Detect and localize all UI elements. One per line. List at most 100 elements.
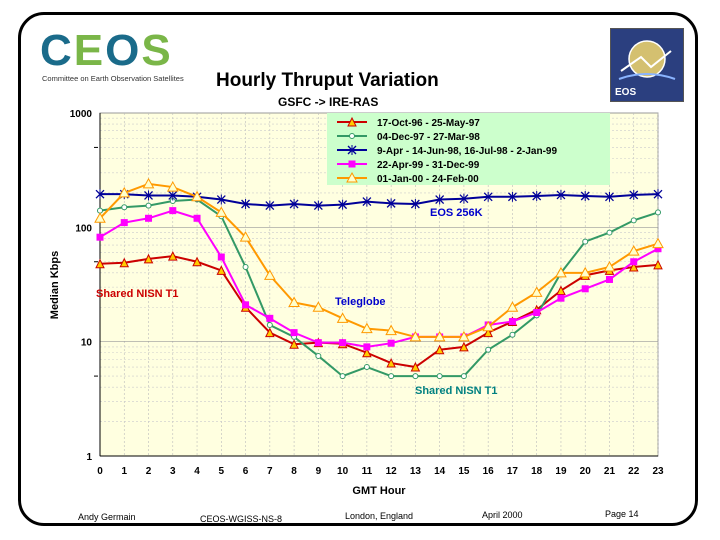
- marker-triangle: [95, 258, 105, 269]
- x-tick-label: 11: [362, 466, 373, 477]
- y-tick-label: 1000: [70, 109, 93, 120]
- marker-circle: [412, 373, 419, 380]
- marker-square: [339, 339, 347, 347]
- footer-location: London, England: [345, 511, 414, 521]
- marker-triangle-open: [215, 206, 228, 217]
- marker-triangle-open: [482, 320, 495, 332]
- marker-triangle: [265, 327, 275, 338]
- y-tick-label: 10: [81, 338, 93, 349]
- axes: 0 1 2 3 4 5 6 7 8 9 10 11 12 13 14 15 16 17 18 19 20 21 22 2311…: [70, 109, 664, 477]
- marker-triangle: [192, 256, 202, 267]
- marker-triangle-open: [191, 190, 203, 202]
- chart-subtitle: GSFC -> IRE-RAS: [278, 95, 379, 109]
- marker-square: [533, 308, 541, 316]
- series-line: [100, 193, 659, 207]
- x-tick-label: 9: [316, 466, 322, 477]
- x-tick-label: 22: [628, 466, 640, 477]
- logo-text: CEOS: [40, 26, 173, 75]
- marker-triangle-open: [555, 266, 567, 278]
- logo-subtitle: Committee on Earth Observation Satellite…: [42, 74, 184, 83]
- x-tick-label: 6: [243, 466, 249, 477]
- marker-square: [242, 301, 250, 309]
- x-tick-label: 14: [434, 466, 446, 477]
- marker-square: [314, 339, 322, 347]
- x-tick-label: 10: [337, 466, 349, 477]
- marker-triangle-open: [603, 260, 616, 272]
- x-tick-label: 5: [219, 466, 225, 477]
- marker-triangle-open: [361, 322, 373, 334]
- marker-square: [605, 275, 613, 283]
- ceos-logo: CEOS Committee on Earth Observation Sate…: [40, 26, 210, 86]
- marker-square: [387, 339, 395, 347]
- marker-circle: [363, 364, 370, 371]
- slide-frame: [18, 12, 698, 526]
- marker-square: [290, 329, 298, 337]
- marker-triangle-open: [346, 171, 358, 183]
- marker-square: [508, 318, 516, 326]
- marker-circle: [655, 209, 661, 216]
- marker-circle: [509, 331, 516, 338]
- x-tick-label: 17: [507, 466, 519, 477]
- marker-triangle: [362, 347, 372, 358]
- marker-triangle: [167, 251, 178, 261]
- marker-triangle: [434, 344, 445, 355]
- marker-circle: [630, 217, 637, 224]
- marker-square: [581, 285, 589, 293]
- marker-circle: [388, 373, 395, 380]
- annotations: EOS 256K Shared NISN T1 Teleglobe Shared NI…: [96, 207, 498, 397]
- x-tick-label: 19: [555, 466, 567, 477]
- marker-triangle-open: [94, 212, 106, 223]
- legend-label: 17-Oct-96 - 25-May-97: [377, 118, 480, 129]
- legend-label: 04-Dec-97 - 27-Mar-98: [377, 132, 480, 143]
- y-axis-label: Median Kbps: [49, 251, 61, 319]
- marker-triangle: [410, 361, 421, 372]
- marker-circle: [485, 346, 492, 353]
- marker-circle: [339, 373, 346, 380]
- marker-triangle-open: [385, 324, 397, 336]
- marker-triangle: [289, 339, 299, 349]
- series-line: [99, 255, 659, 369]
- marker-triangle: [143, 253, 154, 264]
- x-axis-label: GMT Hour: [352, 485, 406, 497]
- marker-triangle: [386, 357, 396, 368]
- marker-circle: [315, 352, 322, 359]
- x-tick-label: 21: [604, 466, 616, 477]
- eos-logo-graphic: [618, 40, 676, 80]
- x-tick-label: 4: [194, 466, 200, 477]
- marker-triangle-open: [336, 312, 349, 323]
- annotation-label: Teleglobe: [335, 296, 386, 308]
- y-tick-label: 100: [75, 223, 92, 234]
- footer-page: Page 14: [605, 509, 639, 519]
- eos-logo-text: EOS: [615, 87, 637, 98]
- marker-circle: [266, 321, 273, 328]
- series-layer: [94, 177, 664, 380]
- annotation-label: EOS 256K: [430, 207, 483, 219]
- footer-date: April 2000: [482, 510, 523, 520]
- marker-square: [96, 233, 104, 241]
- legend: 17-Oct-96 - 25-May-97 04-Dec-97 - 27-Mar-…: [327, 113, 610, 185]
- chart-title: Hourly Thruput Variation: [216, 70, 439, 91]
- marker-triangle-open: [458, 330, 470, 342]
- marker-triangle-open: [530, 286, 543, 297]
- x-tick-label: 15: [458, 466, 470, 477]
- marker-circle: [606, 229, 613, 236]
- legend-label: 9-Apr - 14-Jun-98, 16-Jul-98 - 2-Jan-99: [377, 146, 557, 157]
- x-tick-label: 13: [410, 466, 422, 477]
- marker-circle: [582, 238, 589, 245]
- marker-triangle-open: [312, 301, 325, 312]
- marker-square: [630, 258, 638, 266]
- x-tick-label: 8: [291, 466, 297, 477]
- annotation-label: Shared NISN T1: [415, 385, 498, 397]
- marker-triangle-open: [506, 301, 519, 312]
- x-tick-label: 0: [97, 466, 103, 477]
- marker-triangle: [119, 257, 130, 268]
- marker-triangle-open: [142, 177, 155, 189]
- marker-triangle-open: [239, 231, 252, 242]
- marker-triangle: [483, 327, 493, 338]
- marker-triangle: [556, 285, 566, 296]
- x-tick-label: 2: [146, 466, 152, 477]
- marker-triangle: [347, 116, 357, 127]
- marker-triangle-open: [433, 330, 446, 342]
- marker-triangle: [459, 341, 469, 352]
- x-tick-label: 20: [580, 466, 592, 477]
